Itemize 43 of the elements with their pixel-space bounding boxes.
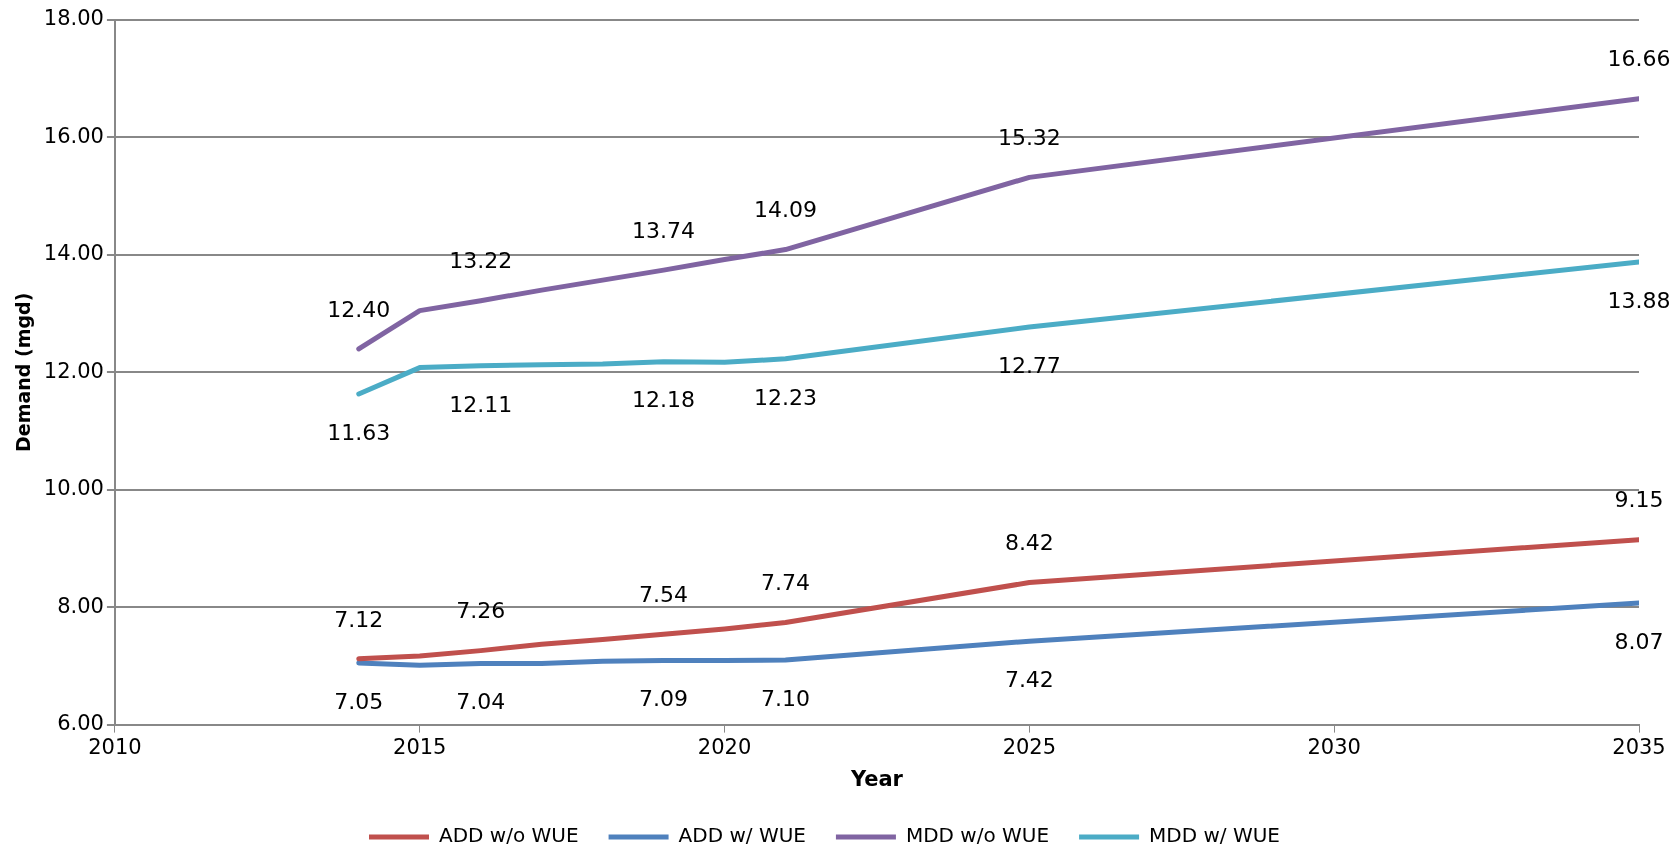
data-label: 12.40	[327, 296, 391, 322]
y-tick-label: 18.00	[43, 6, 104, 31]
y-tick-label: 14.00	[43, 241, 104, 266]
data-label: 7.12	[334, 606, 384, 632]
data-label: 7.04	[456, 689, 506, 715]
data-label: 7.26	[456, 598, 506, 624]
y-tick-label: 8.00	[57, 593, 104, 618]
data-label: 12.77	[997, 352, 1061, 378]
y-tick-label: 10.00	[43, 476, 104, 501]
data-label: 16.66	[1607, 46, 1671, 72]
data-label: 12.11	[449, 391, 513, 417]
x-tick-label: 2035	[1612, 734, 1666, 759]
data-label: 7.10	[761, 685, 811, 711]
data-label: 15.32	[997, 125, 1061, 151]
data-label: 7.05	[334, 688, 384, 714]
data-label: 8.42	[1004, 530, 1054, 556]
x-tick-label: 2020	[697, 734, 752, 759]
data-label: 13.22	[449, 248, 513, 274]
y-tick-label: 16.00	[43, 123, 104, 148]
y-axis-title: Demand (mgd)	[12, 292, 35, 452]
data-label: 11.63	[327, 419, 391, 445]
x-tick-label: 2010	[88, 734, 142, 759]
data-label: 7.42	[1004, 666, 1054, 692]
x-tick-label: 2030	[1307, 734, 1361, 759]
x-tick-label: 2025	[1002, 734, 1057, 759]
data-label: 8.07	[1614, 628, 1664, 654]
data-label: 7.54	[639, 581, 689, 607]
data-label: 12.23	[754, 384, 818, 410]
data-label: 7.74	[761, 570, 811, 596]
legend-label: ADD w/ WUE	[678, 823, 806, 848]
x-tick-label: 2015	[393, 734, 447, 759]
x-axis-title: Year	[849, 766, 904, 791]
legend-label: ADD w/o WUE	[439, 823, 579, 848]
legend-label: MDD w/o WUE	[905, 823, 1050, 848]
data-label: 12.18	[632, 387, 696, 413]
data-label: 9.15	[1614, 487, 1664, 513]
data-label: 7.09	[639, 686, 689, 712]
data-label: 14.09	[754, 197, 818, 223]
legend-label: MDD w/ WUE	[1149, 823, 1280, 848]
y-tick-label: 12.00	[43, 358, 104, 383]
y-tick-label: 6.00	[57, 711, 104, 736]
data-label: 13.74	[632, 217, 696, 243]
data-label: 13.88	[1607, 287, 1671, 313]
